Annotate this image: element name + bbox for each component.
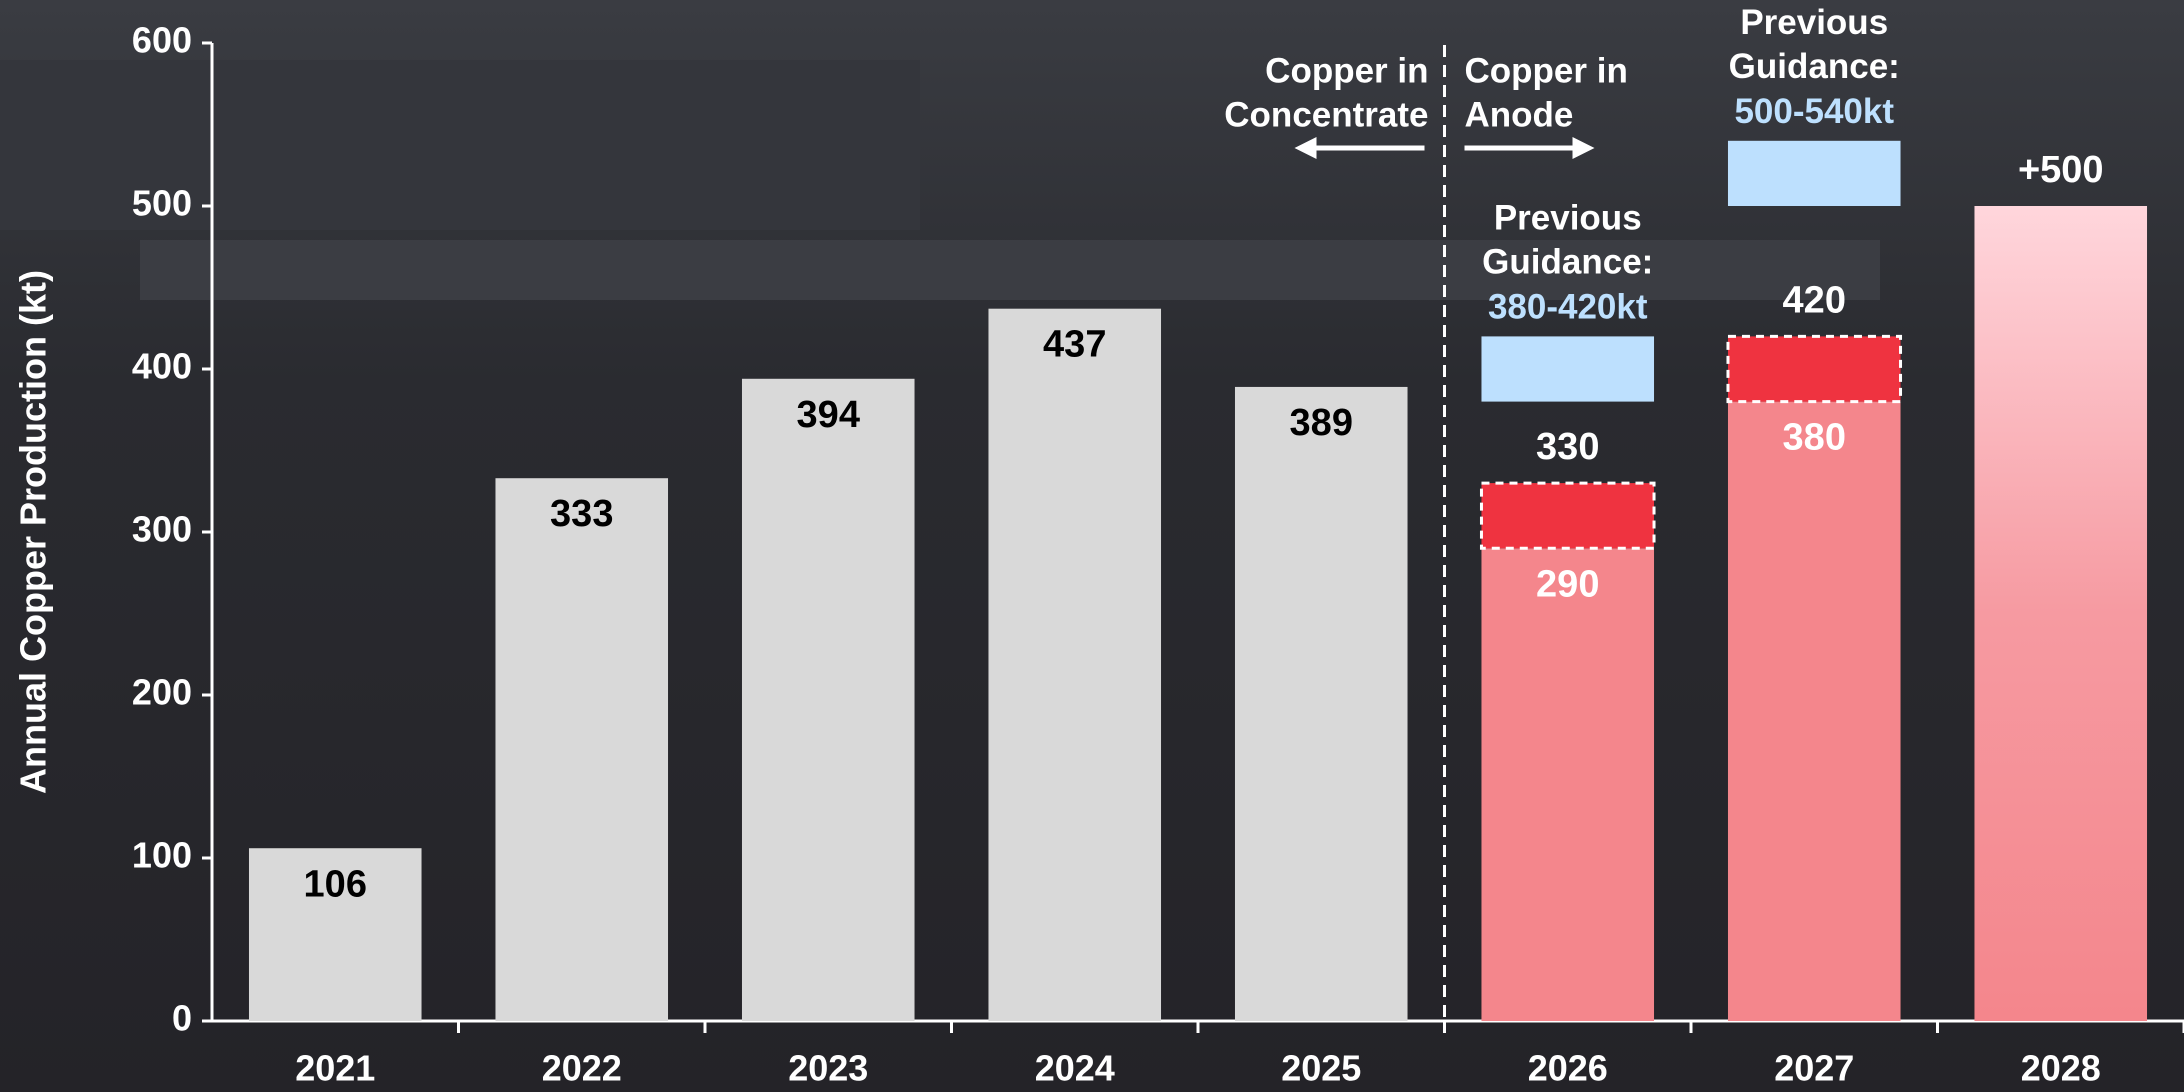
y-tick-label: 600 [132, 20, 192, 61]
guidance-text: Previous Guidance: [1482, 199, 1653, 282]
bar [741, 378, 915, 1021]
bar [988, 308, 1162, 1021]
background-roof [140, 240, 1880, 300]
x-tick-label: 2021 [295, 1048, 375, 1089]
y-tick-label: 500 [132, 183, 192, 224]
y-axis-label: Annual Copper Production (kt) [13, 270, 54, 794]
y-tick-label: 200 [132, 672, 192, 713]
annotation: Copper in [1265, 51, 1428, 90]
x-tick-label: 2027 [1774, 1048, 1854, 1089]
bar [248, 848, 422, 1021]
x-tick-label: 2026 [1528, 1048, 1608, 1089]
arrow-head [1294, 137, 1317, 159]
value-label: 106 [304, 863, 367, 905]
arrow-head [1572, 137, 1595, 159]
value-label: 389 [1290, 402, 1353, 444]
guidance-box [1481, 336, 1655, 402]
x-tick-label: 2025 [1281, 1048, 1361, 1089]
x-tick-label: 2024 [1035, 1048, 1115, 1089]
y-tick-label: 400 [132, 346, 192, 387]
guidance-label: 500-540kt [1734, 92, 1894, 131]
background-building [0, 60, 920, 230]
value-label: 333 [550, 493, 613, 535]
guidance-label: 380-420kt [1488, 288, 1648, 327]
guidance-text: Previous Guidance: [1729, 3, 1900, 86]
x-tick-label: 2022 [542, 1048, 622, 1089]
bar [1727, 401, 1901, 1022]
value-label: 290 [1536, 563, 1599, 605]
annotation: Copper in [1465, 51, 1628, 90]
value-label: +500 [2018, 149, 2104, 191]
range-segment [1479, 481, 1656, 550]
annotation: Anode [1465, 95, 1574, 134]
bar [1234, 386, 1408, 1021]
annotation: Concentrate [1224, 95, 1428, 134]
x-tick-label: 2023 [788, 1048, 868, 1089]
x-tick-label: 2028 [2021, 1048, 2101, 1089]
bar [495, 478, 669, 1022]
value-label: 380 [1783, 417, 1846, 459]
y-tick-label: 0 [172, 998, 192, 1039]
guidance-box [1727, 140, 1901, 206]
y-tick-label: 100 [132, 835, 192, 876]
value-label: 330 [1536, 426, 1599, 468]
bar [1974, 206, 2148, 1021]
bar [1481, 548, 1655, 1021]
y-tick-label: 300 [132, 509, 192, 550]
value-label: 420 [1783, 279, 1846, 321]
value-label: 394 [797, 394, 860, 436]
value-label: 437 [1043, 324, 1106, 366]
range-segment [1726, 334, 1903, 404]
